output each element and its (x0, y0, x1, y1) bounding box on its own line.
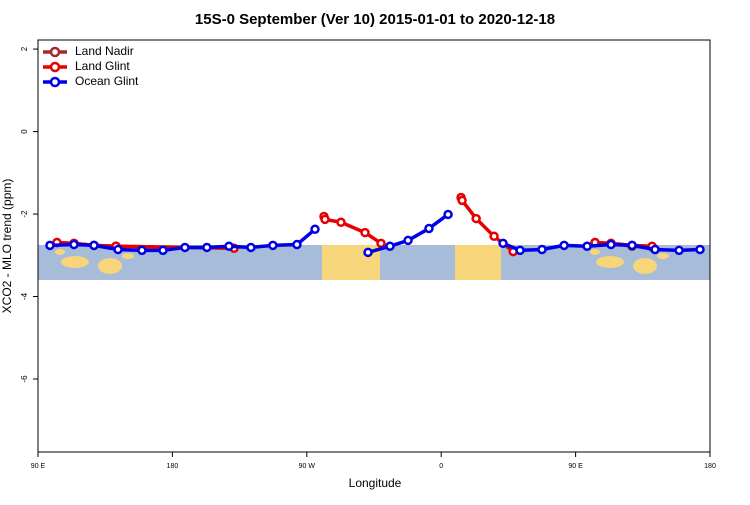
series-point (650, 244, 660, 255)
y-tick-label: -4 (20, 292, 29, 300)
y-tick-label: -6 (20, 375, 29, 383)
series-point (336, 217, 346, 228)
series-point (268, 240, 278, 251)
legend-label: Land Nadir (75, 44, 134, 58)
series-point (376, 238, 386, 249)
legend-marker (49, 61, 61, 73)
legend-marker (49, 76, 61, 88)
series-point (45, 240, 55, 251)
x-tick-label: 180 (704, 463, 716, 470)
series-point (627, 240, 637, 251)
series-point (69, 239, 79, 250)
series-point (292, 239, 302, 250)
x-axis-label: Longitude (349, 476, 402, 490)
series-point (113, 244, 123, 255)
series-point (158, 245, 168, 256)
series-point (320, 214, 330, 225)
series-point (695, 244, 705, 255)
series-point (457, 195, 467, 206)
series-point (424, 223, 434, 234)
series-point (89, 240, 99, 251)
legend-marker (49, 46, 61, 58)
series-point (385, 241, 395, 251)
series-point (582, 241, 592, 251)
plot-frame (37, 39, 711, 453)
series-point (515, 245, 525, 256)
series-point (606, 239, 616, 250)
y-tick-label: 2 (20, 46, 29, 51)
y-tick-label: -2 (20, 210, 29, 218)
series-point (310, 224, 320, 235)
x-tick-label: 0 (439, 463, 443, 470)
series-point (403, 235, 413, 246)
series-point (537, 244, 547, 255)
y-tick-label: 0 (20, 129, 29, 134)
series-point (363, 247, 373, 258)
series-point (443, 209, 453, 220)
series-point (471, 213, 481, 224)
x-tick-label: 90 E (31, 463, 46, 470)
x-tick-label: 90 W (299, 463, 316, 470)
legend-label: Ocean Glint (75, 74, 139, 88)
series-point (224, 241, 234, 251)
x-tick-label: 180 (167, 463, 179, 470)
x-tick-label: 90 E (568, 463, 583, 470)
series-point (180, 242, 190, 253)
series-point (137, 245, 147, 256)
series-point (559, 240, 569, 251)
legend-label: Land Glint (75, 59, 130, 73)
series-point (498, 238, 508, 249)
chart-title: 15S-0 September (Ver 10) 2015-01-01 to 2… (195, 11, 555, 28)
series-point (202, 242, 212, 253)
series-point (489, 231, 499, 242)
y-axis-label: XCO2 - MLO trend (ppm) (0, 179, 14, 314)
series-point (246, 242, 256, 253)
series-point (674, 245, 684, 256)
series-point (360, 227, 370, 238)
